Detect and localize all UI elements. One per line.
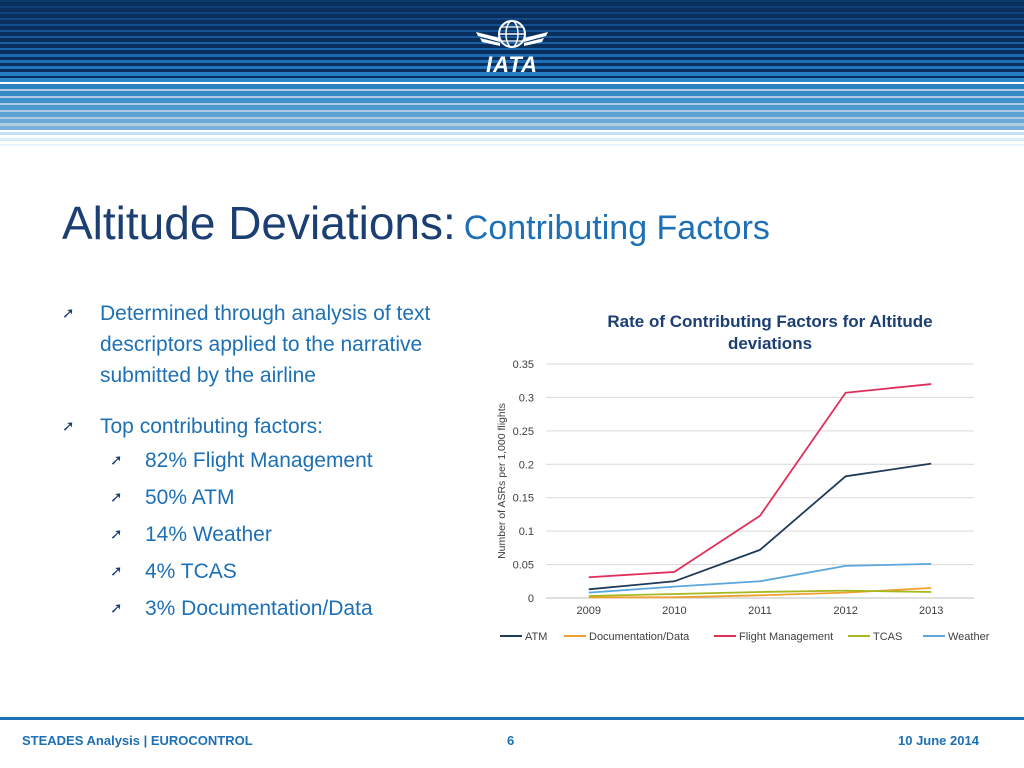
title-main: Altitude Deviations: [62,197,456,249]
y-tick-label: 0 [528,593,534,605]
x-tick-label: 2011 [748,605,772,617]
arrow-bullet-icon: ➚ [110,563,123,580]
page-number: 6 [507,733,515,748]
slide-title: Altitude Deviations: Contributing Factors [62,196,770,250]
legend-label: ATM [525,631,547,643]
y-tick-label: 0.3 [519,392,534,404]
y-tick-label: 0.05 [513,560,534,572]
x-tick-label: 2010 [662,605,686,617]
banner-stripe [0,112,1024,117]
series-line-tcas [588,589,932,597]
banner-stripe [0,91,1024,96]
iata-logo: IATA [472,18,552,77]
bullet-spacer [62,391,482,411]
y-tick-label: 0.15 [513,493,534,505]
banner-stripe [0,72,1024,76]
banner-stripe [0,126,1024,130]
line-chart: Rate of Contributing Factors for Altitud… [496,312,990,643]
banner-stripe [0,84,1024,89]
sub-bullet-text: 82% Flight Management [145,449,373,472]
legend-label: Weather [948,631,990,643]
arrow-bullet-icon: ➚ [62,418,75,435]
banner-stripe [0,18,1024,20]
x-tick-label: 2009 [577,605,601,617]
bullet-text: Top contributing factors: [100,415,323,438]
banner-stripe [0,144,1024,146]
banner-stripe [0,6,1024,8]
banner-stripe [0,42,1024,44]
banner-stripe [0,30,1024,32]
y-tick-label: 0.35 [513,359,534,371]
sub-bullet-text: 4% TCAS [145,560,237,583]
arrow-bullet-icon: ➚ [62,305,75,322]
banner-stripe [0,138,1024,141]
legend-label: Flight Management [739,631,833,643]
banner-stripe [0,66,1024,69]
header-banner: IATA [0,0,1024,150]
x-tick-label: 2012 [833,605,857,617]
arrow-bullet-icon: ➚ [110,600,123,617]
arrow-bullet-icon: ➚ [110,489,123,506]
bullet-list: ➚ Determined through analysis of text de… [62,298,482,627]
y-tick-label: 0.25 [513,426,534,438]
bullet-text: Determined through analysis of text desc… [100,302,431,387]
sub-bullet-item: ➚ 4% TCAS [62,553,482,590]
bullet-item: ➚ Top contributing factors: [62,411,482,442]
footer-left-text: STEADES Analysis | EUROCONTROL [22,733,253,748]
footer-date: 10 June 2014 [898,733,979,748]
y-axis-label: Number of ASRs per 1,000 flights [496,403,508,559]
sub-bullet-text: 3% Documentation/Data [145,597,373,620]
banner-stripe [0,0,1024,2]
banner-stripe [0,60,1024,63]
x-tick-label: 2013 [919,605,943,617]
sub-bullet-item: ➚ 82% Flight Management [62,442,482,479]
sub-bullet-text: 14% Weather [145,523,272,546]
y-tick-label: 0.2 [519,459,534,471]
banner-stripe [0,24,1024,26]
banner-stripe [0,12,1024,14]
banner-stripe [0,36,1024,38]
logo-text: IATA [485,52,539,77]
banner-stripe [0,48,1024,50]
sub-bullet-item: ➚ 14% Weather [62,516,482,553]
banner-stripe [0,98,1024,103]
banner-stripe [0,132,1024,135]
banner-mid-band [0,84,1024,130]
y-tick-label: 0.1 [519,526,534,538]
sub-bullet-text: 50% ATM [145,486,235,509]
legend-label: TCAS [873,631,902,643]
banner-stripe [0,119,1024,123]
footer-divider [0,717,1024,720]
chart-title-line: deviations [728,334,812,353]
sub-bullet-item: ➚ 3% Documentation/Data [62,590,482,627]
series-line-atm [588,462,932,591]
series-line-flight-management [588,383,932,579]
banner-stripe [0,78,1024,82]
sub-bullet-item: ➚ 50% ATM [62,479,482,516]
bullet-item: ➚ Determined through analysis of text de… [62,298,482,391]
banner-stripe [0,54,1024,57]
chart-title-line: Rate of Contributing Factors for Altitud… [607,312,932,331]
series-line-weather [588,563,932,594]
globe-icon [476,20,548,48]
legend-label: Documentation/Data [589,631,690,643]
arrow-bullet-icon: ➚ [110,452,123,469]
title-sub: Contributing Factors [463,209,770,247]
arrow-bullet-icon: ➚ [110,526,123,543]
banner-stripe [0,105,1024,110]
